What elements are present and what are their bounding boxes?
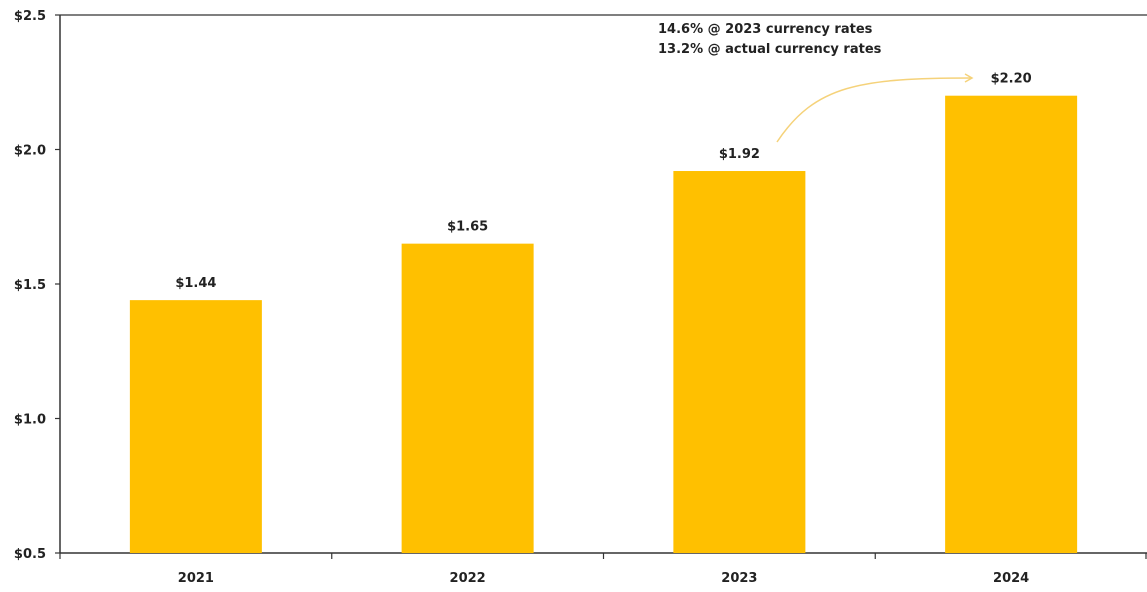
- bar-2023: [673, 171, 806, 553]
- annotation-line-2: 13.2% @ actual currency rates: [658, 42, 882, 57]
- bar-2024: [945, 95, 1078, 553]
- bar-2022: [401, 243, 534, 553]
- y-tick-label: $0.5: [14, 547, 46, 562]
- x-tick-label: 2021: [178, 571, 214, 586]
- y-tick-label: $1.5: [14, 278, 46, 293]
- data-labels: $1.44 $1.65 $1.92 $2.20: [175, 72, 1031, 291]
- annotation-line-1: 14.6% @ 2023 currency rates: [658, 22, 873, 37]
- bar-2021: [129, 300, 262, 553]
- data-label-2021: $1.44: [175, 276, 216, 291]
- annotation-arrow: [776, 73, 974, 143]
- y-tick-label: $2.0: [14, 144, 46, 159]
- x-tick-label: 2023: [721, 571, 757, 586]
- x-axis: 2021 2022 2023 2024: [59, 552, 1147, 586]
- x-tick-label: 2024: [993, 571, 1029, 586]
- annotation: 14.6% @ 2023 currency rates 13.2% @ actu…: [658, 22, 974, 143]
- data-label-2023: $1.92: [719, 147, 760, 162]
- bars: [129, 95, 1078, 553]
- y-tick-label: $1.0: [14, 413, 46, 428]
- data-label-2024: $2.20: [991, 72, 1032, 87]
- data-label-2022: $1.65: [447, 220, 488, 235]
- y-tick-label: $2.5: [14, 9, 46, 24]
- y-axis: $0.5 $1.0 $1.5 $2.0 $2.5: [14, 9, 1147, 562]
- x-tick-label: 2022: [450, 571, 486, 586]
